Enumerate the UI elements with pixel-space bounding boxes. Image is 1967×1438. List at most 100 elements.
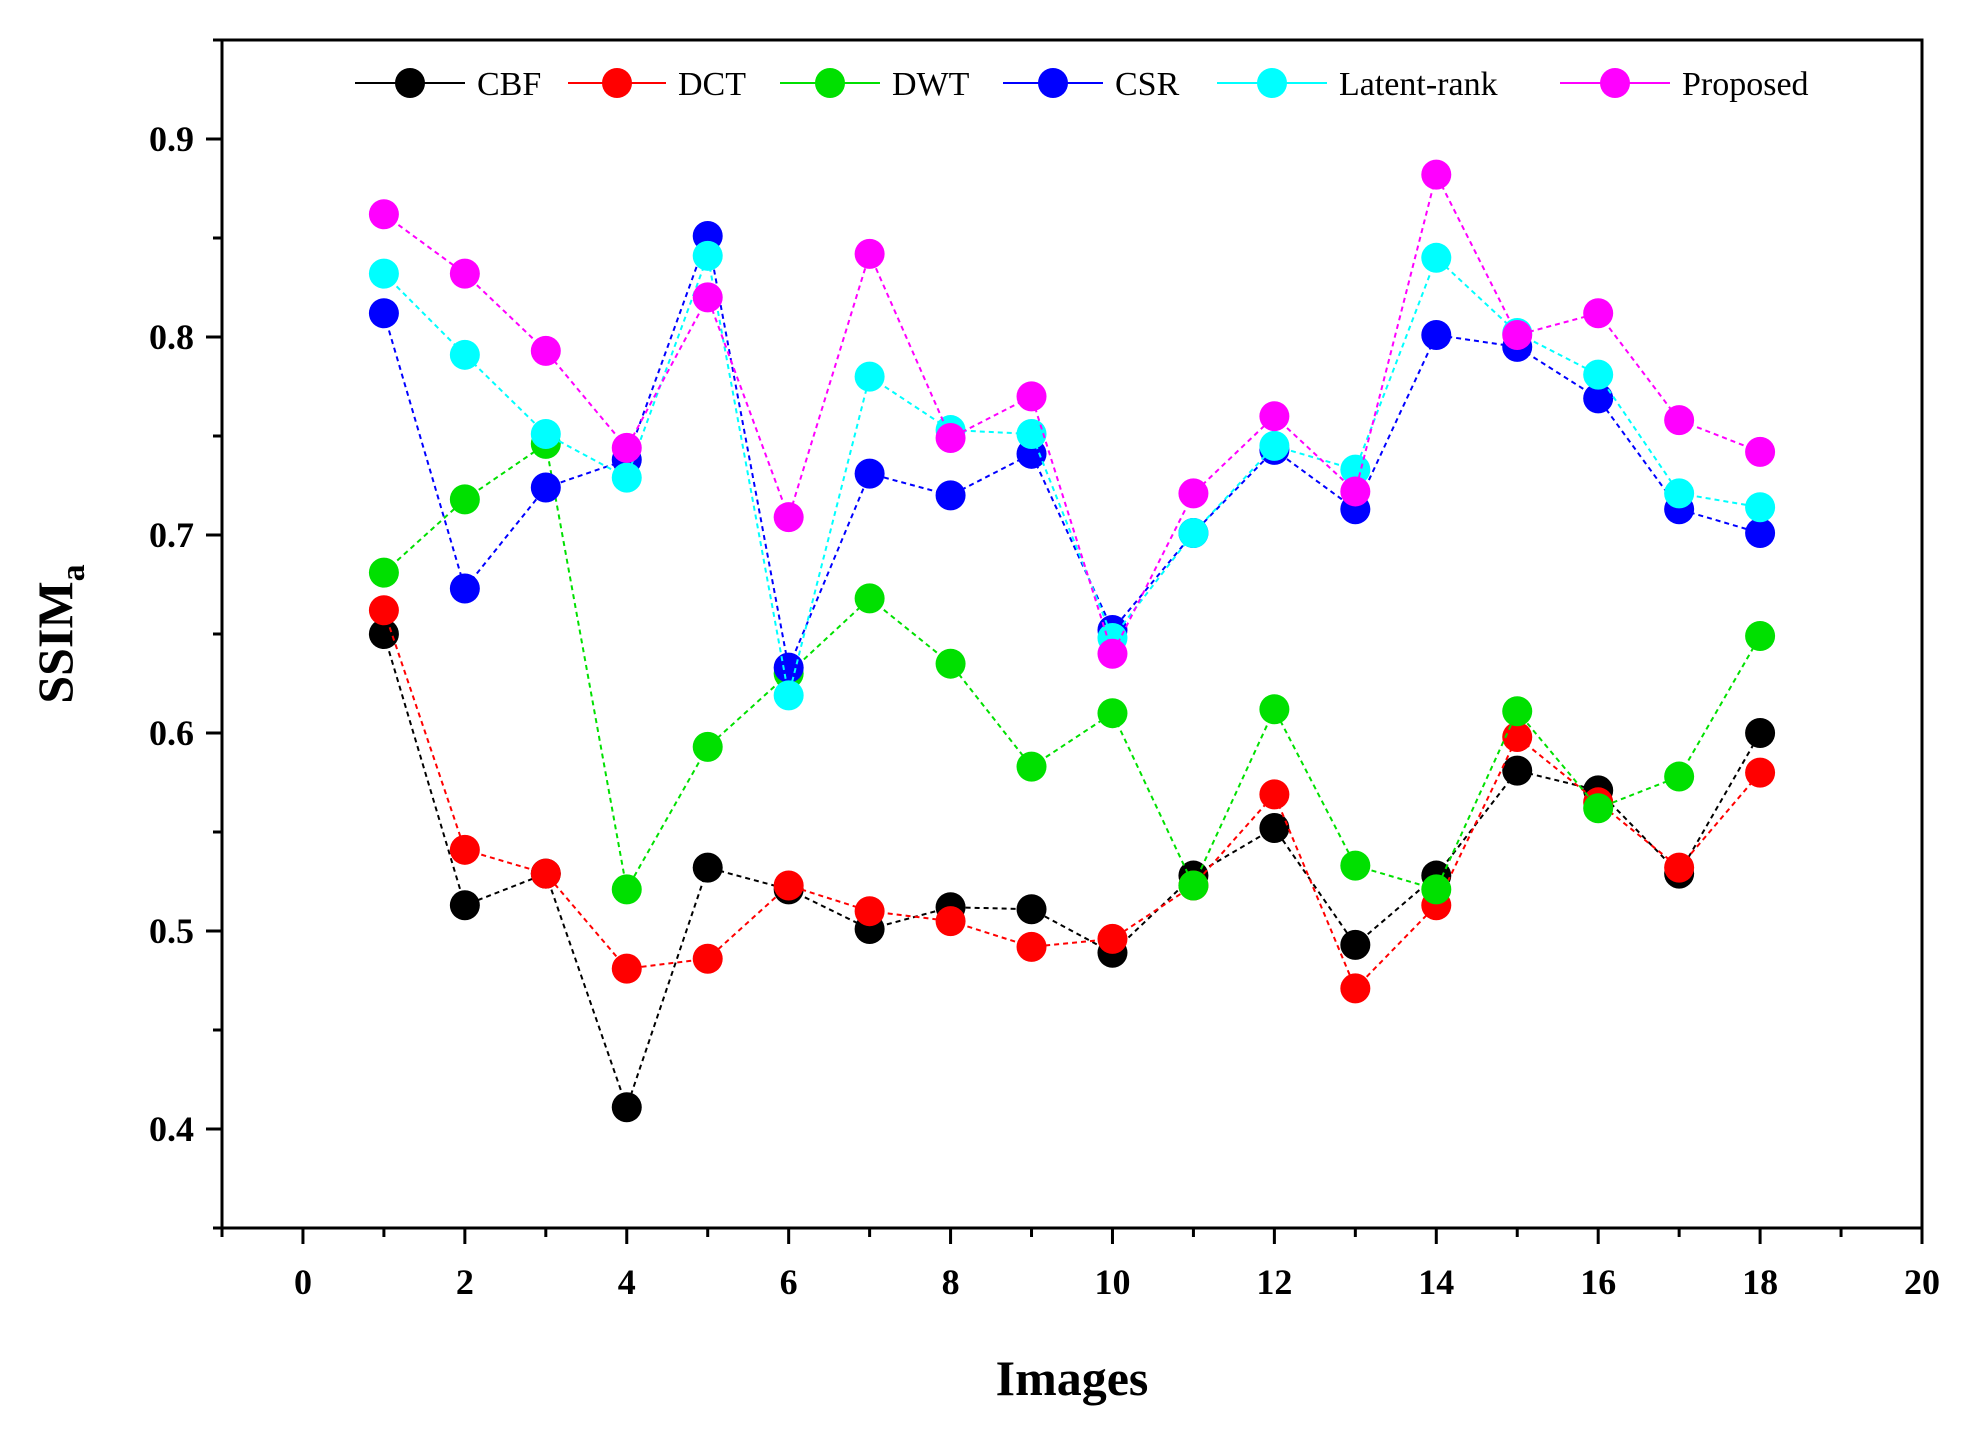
series-csr: [368, 221, 1776, 683]
data-point-csr: [530, 472, 561, 503]
data-point-cbf: [611, 1092, 642, 1123]
data-point-latent-rank: [368, 258, 399, 289]
y-tick-label: 0.4: [149, 1109, 194, 1149]
data-point-proposed: [1340, 476, 1371, 507]
legend-label: Proposed: [1682, 66, 1809, 103]
data-point-dct: [935, 906, 966, 937]
data-point-dct: [1259, 779, 1290, 810]
data-point-latent-rank: [1745, 492, 1776, 523]
plot-frame: [220, 38, 1924, 1230]
data-point-dct: [530, 858, 561, 889]
x-tick-label: 10: [1094, 1262, 1130, 1302]
data-point-dct: [773, 870, 804, 901]
series-line-proposed: [383, 171, 1761, 657]
legend-swatch-marker: [1257, 68, 1287, 98]
data-point-dct: [854, 896, 885, 927]
legend-label: Latent-rank: [1339, 66, 1498, 103]
legend-label: DCT: [678, 66, 746, 103]
legend-label: DWT: [892, 66, 970, 103]
data-point-csr: [1745, 518, 1776, 549]
data-point-proposed: [692, 282, 723, 313]
data-point-latent-rank: [1421, 242, 1452, 273]
legend-swatch-marker: [815, 68, 845, 98]
legend-item-dwt: DWT: [780, 66, 970, 103]
data-point-latent-rank: [530, 419, 561, 450]
data-point-proposed: [854, 238, 885, 269]
data-point-dwt: [1664, 761, 1695, 792]
x-tick-label: 20: [1904, 1262, 1940, 1302]
series-dct: [368, 595, 1776, 1004]
data-point-latent-rank: [854, 361, 885, 392]
data-point-cbf: [368, 619, 399, 649]
data-point-proposed: [1178, 478, 1209, 509]
y-axis-title-main: SSIM: [27, 581, 83, 703]
legend: CBF DCT DWT CSR Latent-rank Proposed: [355, 66, 1809, 103]
data-point-latent-rank: [611, 462, 642, 493]
data-point-proposed: [773, 502, 804, 533]
series-cbf: [368, 619, 1776, 1123]
data-point-proposed: [935, 422, 966, 453]
data-point-dwt: [1502, 696, 1533, 727]
data-point-proposed: [1502, 320, 1533, 351]
data-point-proposed: [1664, 405, 1695, 436]
data-point-cbf: [1502, 755, 1533, 786]
data-point-dwt: [449, 484, 480, 515]
data-point-latent-rank: [1016, 419, 1047, 450]
series-proposed: [368, 159, 1776, 669]
series-layer: [368, 159, 1776, 1123]
legend-item-latent-rank: Latent-rank: [1217, 66, 1498, 103]
data-point-latent-rank: [773, 680, 804, 711]
y-tick-label: 0.7: [149, 515, 194, 555]
x-tick-label: 0: [294, 1262, 312, 1302]
data-point-dwt: [1016, 751, 1047, 782]
data-point-dwt: [1745, 620, 1776, 651]
x-tick-label: 14: [1418, 1262, 1454, 1302]
series-line-dct: [382, 609, 1761, 991]
data-point-latent-rank: [1178, 518, 1209, 549]
data-point-cbf: [1340, 929, 1371, 960]
data-point-proposed: [1259, 401, 1290, 432]
data-point-csr: [449, 573, 480, 604]
series-line-dwt: [383, 442, 1761, 893]
data-point-dct: [1745, 757, 1776, 788]
data-point-cbf: [1745, 718, 1776, 748]
data-point-dct: [1502, 721, 1533, 752]
data-point-latent-rank: [1664, 478, 1695, 509]
data-point-dwt: [368, 557, 399, 588]
legend-label: CSR: [1115, 66, 1180, 103]
data-point-dct: [1097, 923, 1128, 954]
series-line-latent-rank: [383, 252, 1761, 696]
y-axis-title: SSIMa: [27, 564, 92, 703]
data-point-dct: [1016, 931, 1047, 962]
legend-swatch-marker: [602, 68, 632, 98]
data-point-latent-rank: [449, 339, 480, 370]
data-point-csr: [1583, 383, 1614, 414]
data-point-dwt: [1178, 870, 1209, 901]
data-point-dwt: [1097, 698, 1128, 729]
data-point-dwt: [935, 648, 966, 679]
data-point-dct: [692, 943, 723, 974]
x-tick-label: 18: [1742, 1262, 1778, 1302]
data-point-latent-rank: [1259, 430, 1290, 461]
y-tick-label: 0.8: [149, 317, 194, 357]
data-point-dwt: [1259, 694, 1290, 725]
data-point-dwt: [1583, 793, 1614, 824]
ticks-layer: 0 2 4 6 8 10 12 14 16 18 20 0.4 0.5 0.6 0.7 0.8 0.9: [149, 38, 1940, 1302]
data-point-dwt: [692, 731, 723, 762]
data-point-dct: [1340, 973, 1371, 1004]
data-point-proposed: [611, 432, 642, 463]
y-axis-title-subscript: a: [55, 564, 92, 581]
data-point-cbf: [1259, 813, 1290, 844]
data-point-cbf: [692, 852, 723, 883]
legend-item-csr: CSR: [1003, 66, 1180, 103]
data-point-proposed: [530, 335, 561, 366]
data-point-proposed: [1097, 638, 1128, 669]
x-tick-label: 4: [618, 1262, 636, 1302]
legend-label: CBF: [477, 66, 541, 103]
data-point-dwt: [1421, 874, 1452, 905]
x-tick-label: 8: [942, 1262, 960, 1302]
y-tick-label: 0.5: [149, 911, 194, 951]
data-point-csr: [935, 480, 966, 511]
x-tick-label: 2: [456, 1262, 474, 1302]
